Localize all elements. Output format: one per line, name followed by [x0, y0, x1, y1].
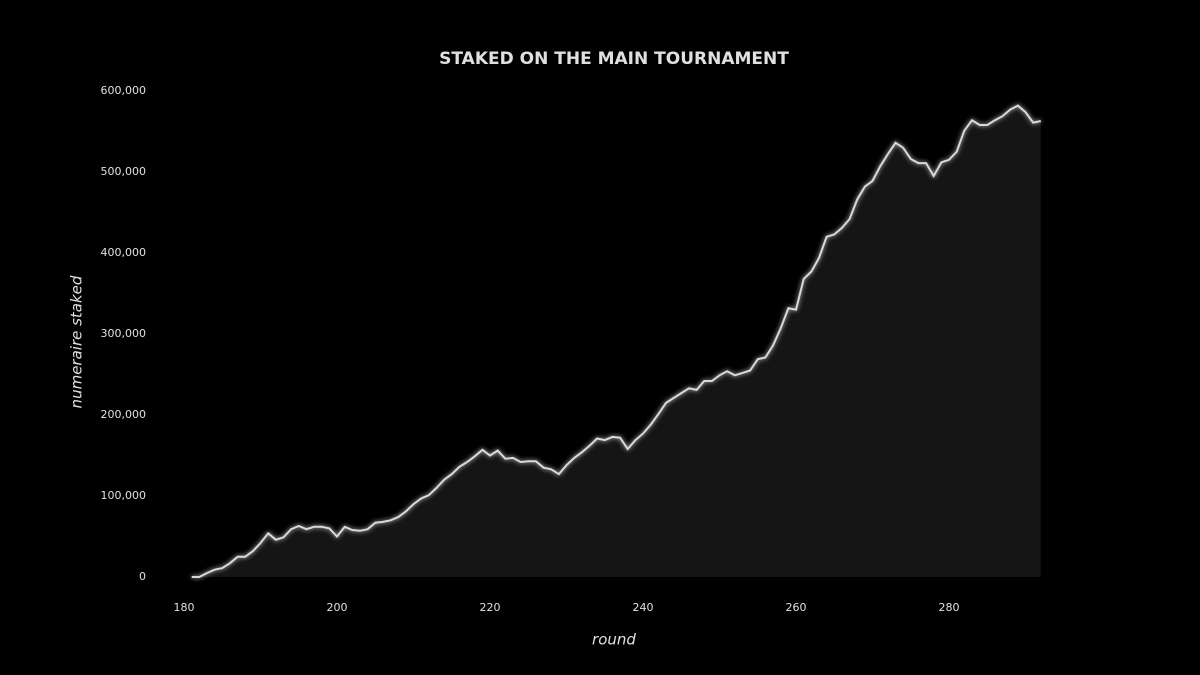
- x-tick-label: 240: [633, 601, 654, 614]
- y-tick-label: 400,000: [101, 246, 147, 259]
- y-tick-label: 0: [139, 570, 146, 583]
- y-tick-label: 100,000: [101, 489, 147, 502]
- y-tick-label: 500,000: [101, 165, 147, 178]
- x-tick-label: 260: [786, 601, 807, 614]
- y-tick-label: 600,000: [101, 84, 147, 97]
- line: [191, 104, 1042, 578]
- y-axis-label: numeraire staked: [68, 275, 86, 408]
- area: [191, 105, 1041, 577]
- x-tick-label: 280: [939, 601, 960, 614]
- y-tick-label: 300,000: [101, 327, 147, 340]
- x-tick-label: 200: [327, 601, 348, 614]
- chart-title: STAKED ON THE MAIN TOURNAMENT: [439, 49, 789, 69]
- x-tick-label: 180: [174, 601, 195, 614]
- x-tick-label: 220: [480, 601, 501, 614]
- y-tick-label: 200,000: [101, 408, 147, 421]
- x-axis-label: round: [592, 631, 636, 649]
